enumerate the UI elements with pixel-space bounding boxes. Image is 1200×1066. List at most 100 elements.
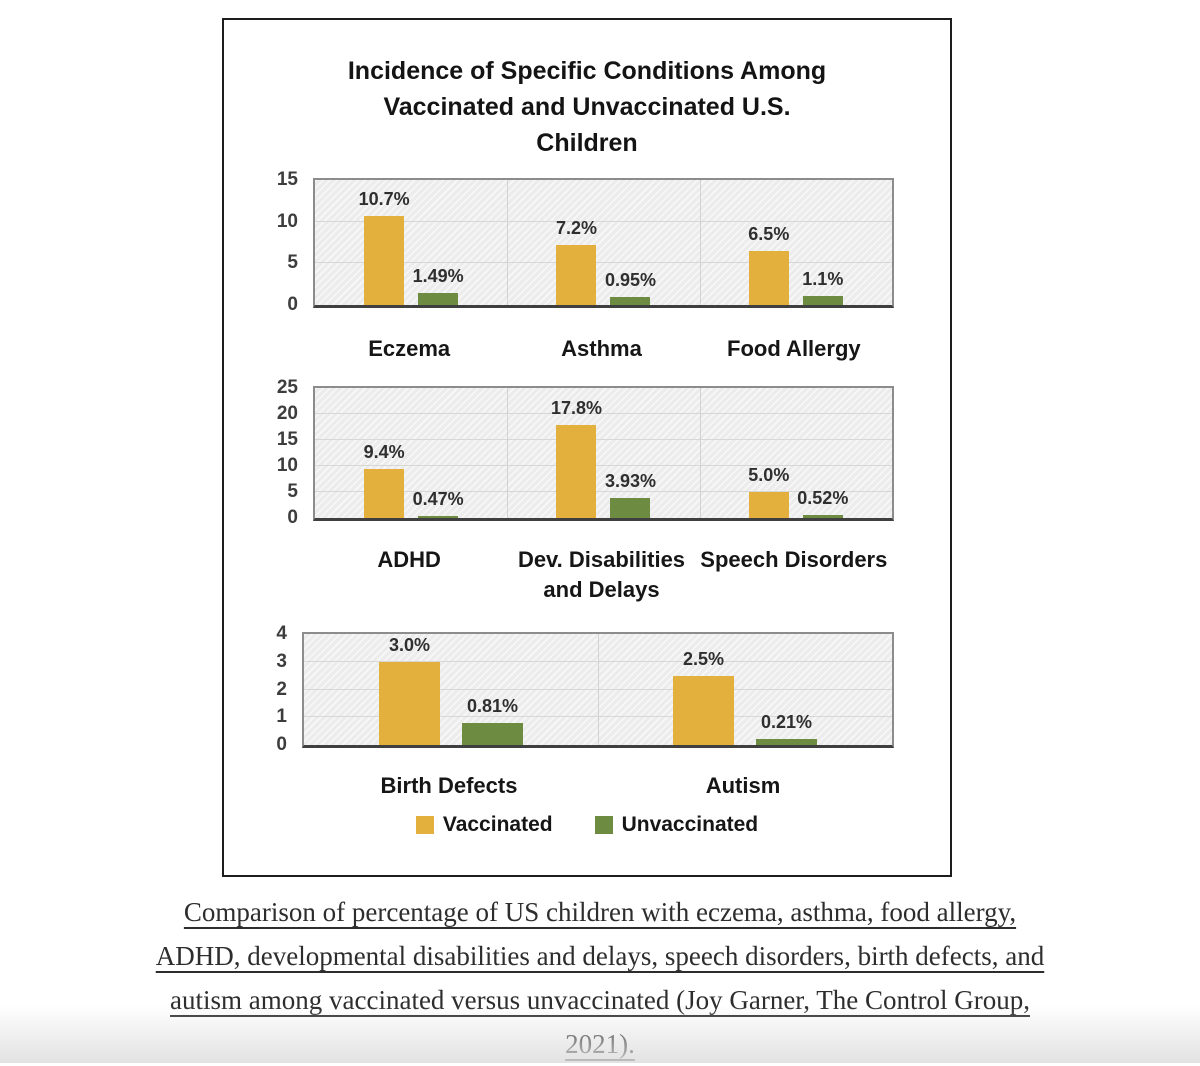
caption-link[interactable]: autism among vaccinated versus unvaccina… — [170, 985, 1030, 1015]
bar-slot: 9.4% — [364, 442, 405, 518]
gridline — [598, 634, 599, 745]
plot-area-1: 10.7% 1.49% 7.2% 0.95% 6.5% 1.1% — [313, 178, 894, 308]
y-axis-tick: 2 — [276, 678, 287, 700]
y-axis-tick: 5 — [287, 252, 298, 274]
bar-vaccinated — [556, 245, 597, 305]
bar-group: 9.4% 0.47% — [315, 388, 507, 518]
bar-group: 10.7% 1.49% — [315, 180, 507, 305]
bar-group: 17.8% 3.93% — [507, 388, 699, 518]
bar-slot: 0.47% — [413, 489, 464, 518]
bar-slot: 3.93% — [605, 471, 656, 518]
x-axis-label: Speech Disorders — [700, 547, 888, 572]
bar-unvaccinated — [802, 295, 843, 305]
bar-value-label: 6.5% — [748, 223, 790, 244]
bar-value-label: 1.49% — [412, 265, 464, 286]
chart-title-line: Incidence of Specific Conditions Among — [347, 57, 827, 85]
x-axis-label: Eczema — [368, 336, 451, 361]
plot-area-3: 3.0% 0.81% 2.5% 0.21% — [302, 632, 894, 748]
bar-value-label: 1.1% — [802, 268, 844, 289]
gridline — [699, 388, 701, 518]
bar-slot: 0.81% — [462, 696, 523, 745]
gridline — [315, 413, 892, 414]
gridline — [507, 180, 509, 305]
bar-value-label: 0.52% — [797, 488, 849, 509]
bar-group: 3.0% 0.81% — [304, 634, 598, 745]
bar-slot: 6.5% — [748, 224, 789, 305]
bar-slot: 2.5% — [673, 649, 734, 745]
bar-slot: 1.49% — [413, 266, 464, 305]
y-axis-tick: 1 — [276, 706, 287, 728]
bar-value-label: 5.0% — [748, 465, 790, 485]
plot-area-2: 9.4% 0.47% 17.8% 3.93% 5.0% 0.52% — [313, 386, 894, 521]
bar-vaccinated — [748, 492, 789, 518]
bar-slot: 3.0% — [379, 635, 440, 745]
bar-value-label: 7.2% — [555, 218, 597, 238]
caption-link[interactable]: 2021). — [565, 1029, 635, 1059]
bar-vaccinated — [379, 661, 440, 745]
figure-caption: Comparison of percentage of US children … — [0, 890, 1200, 1066]
bar-group: 2.5% 0.21% — [598, 634, 892, 745]
bar-vaccinated — [556, 425, 597, 518]
bar-vaccinated — [364, 469, 405, 518]
bar-unvaccinated — [756, 739, 817, 745]
bar-group: 6.5% 1.1% — [700, 180, 892, 305]
bar-group: 7.2% 0.95% — [507, 180, 699, 305]
bar-value-label: 10.7% — [358, 188, 410, 209]
caption-link[interactable]: ADHD, developmental disabilities and del… — [155, 941, 1045, 971]
bar-vaccinated — [748, 250, 789, 305]
bar-group: 5.0% 0.52% — [700, 388, 892, 518]
gridline — [699, 180, 701, 305]
y-axis-tick: 10 — [276, 210, 298, 232]
y-axis-tick: 25 — [276, 377, 298, 398]
chart-legend: Vaccinated Unvaccinated — [224, 813, 950, 837]
y-axis-tick: 15 — [276, 169, 298, 190]
bar-unvaccinated — [418, 515, 459, 518]
bar-value-label: 2.5% — [682, 648, 725, 669]
bar-slot: 1.1% — [802, 269, 843, 305]
caption-link[interactable]: Comparison of percentage of US children … — [183, 897, 1017, 927]
y-axis-tick: 5 — [287, 481, 298, 502]
legend-item-vaccinated: Vaccinated — [415, 813, 553, 837]
gridline — [315, 491, 892, 492]
bar-unvaccinated — [802, 515, 843, 518]
bar-value-label: 17.8% — [550, 398, 603, 419]
x-axis-label: Birth Defects — [380, 773, 518, 798]
gridline — [315, 465, 892, 466]
chart-title-line: Children — [536, 129, 638, 157]
x-axis-label: Asthma — [561, 336, 642, 361]
bar-value-label: 9.4% — [363, 442, 405, 463]
legend-label-vaccinated: Vaccinated — [442, 813, 553, 836]
x-axis-label: Dev. Disabilities and Delays — [517, 547, 686, 602]
x-axis-label: Food Allergy — [727, 336, 861, 361]
y-axis-tick: 3 — [276, 650, 287, 672]
chart-title: Incidence of Specific Conditions Among V… — [224, 20, 950, 161]
bar-value-label: 3.93% — [604, 470, 657, 491]
bar-slot: 5.0% — [748, 465, 789, 518]
y-axis-tick: 15 — [276, 429, 298, 450]
legend-label-unvaccinated: Unvaccinated — [621, 813, 759, 836]
chart-title-line: Vaccinated and Unvaccinated U.S. — [383, 93, 791, 121]
bar-slot: 0.95% — [605, 270, 656, 305]
x-axis-label: ADHD — [377, 547, 441, 572]
unvaccinated-swatch-icon — [594, 816, 613, 834]
gridline — [315, 220, 892, 222]
bar-unvaccinated — [610, 297, 651, 305]
y-axis-tick: 20 — [276, 403, 298, 424]
y-axis-tick: 0 — [276, 734, 287, 755]
x-axis-label: Autism — [705, 773, 781, 798]
y-axis-tick: 0 — [287, 507, 298, 528]
bar-unvaccinated — [418, 292, 459, 305]
bar-slot: 17.8% — [551, 398, 602, 518]
gridline — [315, 262, 892, 264]
y-axis-tick: 4 — [276, 623, 287, 644]
bar-value-label: 0.81% — [466, 695, 519, 716]
bar-value-label: 0.95% — [604, 270, 657, 291]
y-axis-tick: 10 — [276, 455, 298, 476]
bar-slot: 10.7% — [359, 189, 410, 305]
bar-vaccinated — [673, 675, 734, 745]
gridline — [507, 388, 509, 518]
bar-value-label: 0.47% — [412, 488, 464, 509]
gridline — [315, 439, 892, 440]
y-axis-tick: 0 — [287, 294, 298, 315]
vaccinated-swatch-icon — [415, 816, 434, 834]
